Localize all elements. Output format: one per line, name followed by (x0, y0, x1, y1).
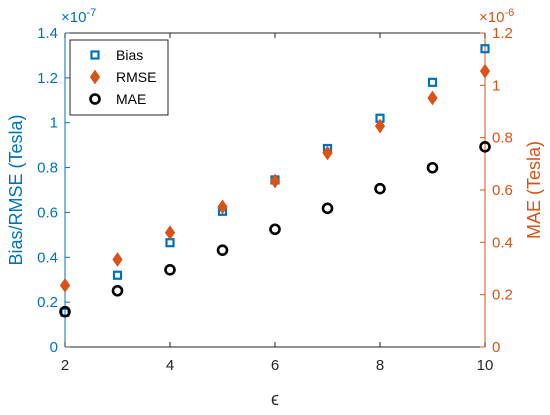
mae-point (164, 264, 176, 276)
left-y-tick-label: 0.2 (37, 294, 58, 311)
rmse-point (374, 118, 386, 134)
mae-point (374, 182, 386, 195)
left-y-tick-label: 0 (50, 339, 58, 356)
rmse-point (217, 199, 228, 215)
right-y-tick-label: 0 (492, 339, 500, 356)
left-y-tick-label: 1.4 (37, 25, 58, 42)
left-y-tick-label: 1.2 (37, 70, 58, 87)
rmse-point (479, 63, 491, 79)
rmse-point (322, 145, 333, 161)
mae-point (216, 244, 229, 256)
right-y-tick-label: 1.2 (492, 25, 513, 42)
mae-point (479, 141, 491, 153)
rmse-point (59, 277, 71, 293)
left-axis-exponent: ×10-7 (61, 7, 96, 26)
left-y-tick-label: 0.8 (37, 160, 58, 177)
legend-item-mae: MAE (89, 91, 146, 107)
mae-point (321, 202, 334, 215)
bias-point (480, 44, 490, 54)
x-axis-label: ϵ (271, 389, 279, 409)
x-tick-label: 6 (271, 357, 279, 374)
rmse-point (269, 173, 281, 189)
rmse-point (427, 90, 438, 106)
legend-marker-bias (90, 50, 100, 60)
right-y-axis-label: MAE (Tesla) (524, 141, 544, 239)
mae-point (426, 161, 439, 174)
series-mae (59, 141, 491, 318)
x-tick-label: 8 (376, 357, 384, 374)
legend-label-mae: MAE (116, 91, 146, 107)
right-y-tick-label: 0.8 (492, 130, 513, 147)
rmse-point (112, 252, 123, 267)
right-y-tick-label: 0.4 (492, 234, 513, 251)
left-y-tick-label: 0.6 (37, 204, 58, 221)
mae-point (111, 284, 124, 297)
legend-label-bias: Bias (116, 47, 143, 63)
series-rmse (59, 63, 491, 293)
x-tick-label: 2 (61, 357, 69, 374)
legend: Bias RMSE MAE (69, 39, 169, 116)
bias-point (112, 270, 123, 280)
legend-marker-mae (89, 93, 101, 105)
x-tick-label: 4 (166, 357, 174, 374)
left-y-axis-label: Bias/RMSE (Tesla) (6, 114, 26, 265)
left-y-tick-label: 0.4 (37, 249, 58, 266)
mae-point (269, 223, 281, 236)
right-axis-exponent: ×10-6 (479, 7, 514, 26)
x-tick-label: 10 (477, 357, 494, 374)
legend-label-rmse: RMSE (116, 69, 156, 85)
rmse-point (164, 225, 176, 240)
right-y-tick-label: 1 (492, 77, 500, 94)
left-y-tick-label: 1 (50, 115, 58, 132)
legend-item-bias: Bias (90, 47, 143, 63)
bias-point (427, 77, 438, 87)
right-y-tick-label: 0.6 (492, 182, 513, 199)
legend-item-rmse: RMSE (89, 69, 156, 85)
mae-point (59, 305, 71, 318)
legend-marker-rmse (89, 69, 101, 85)
legend-box (69, 39, 169, 116)
right-y-tick-label: 0.2 (492, 287, 513, 304)
